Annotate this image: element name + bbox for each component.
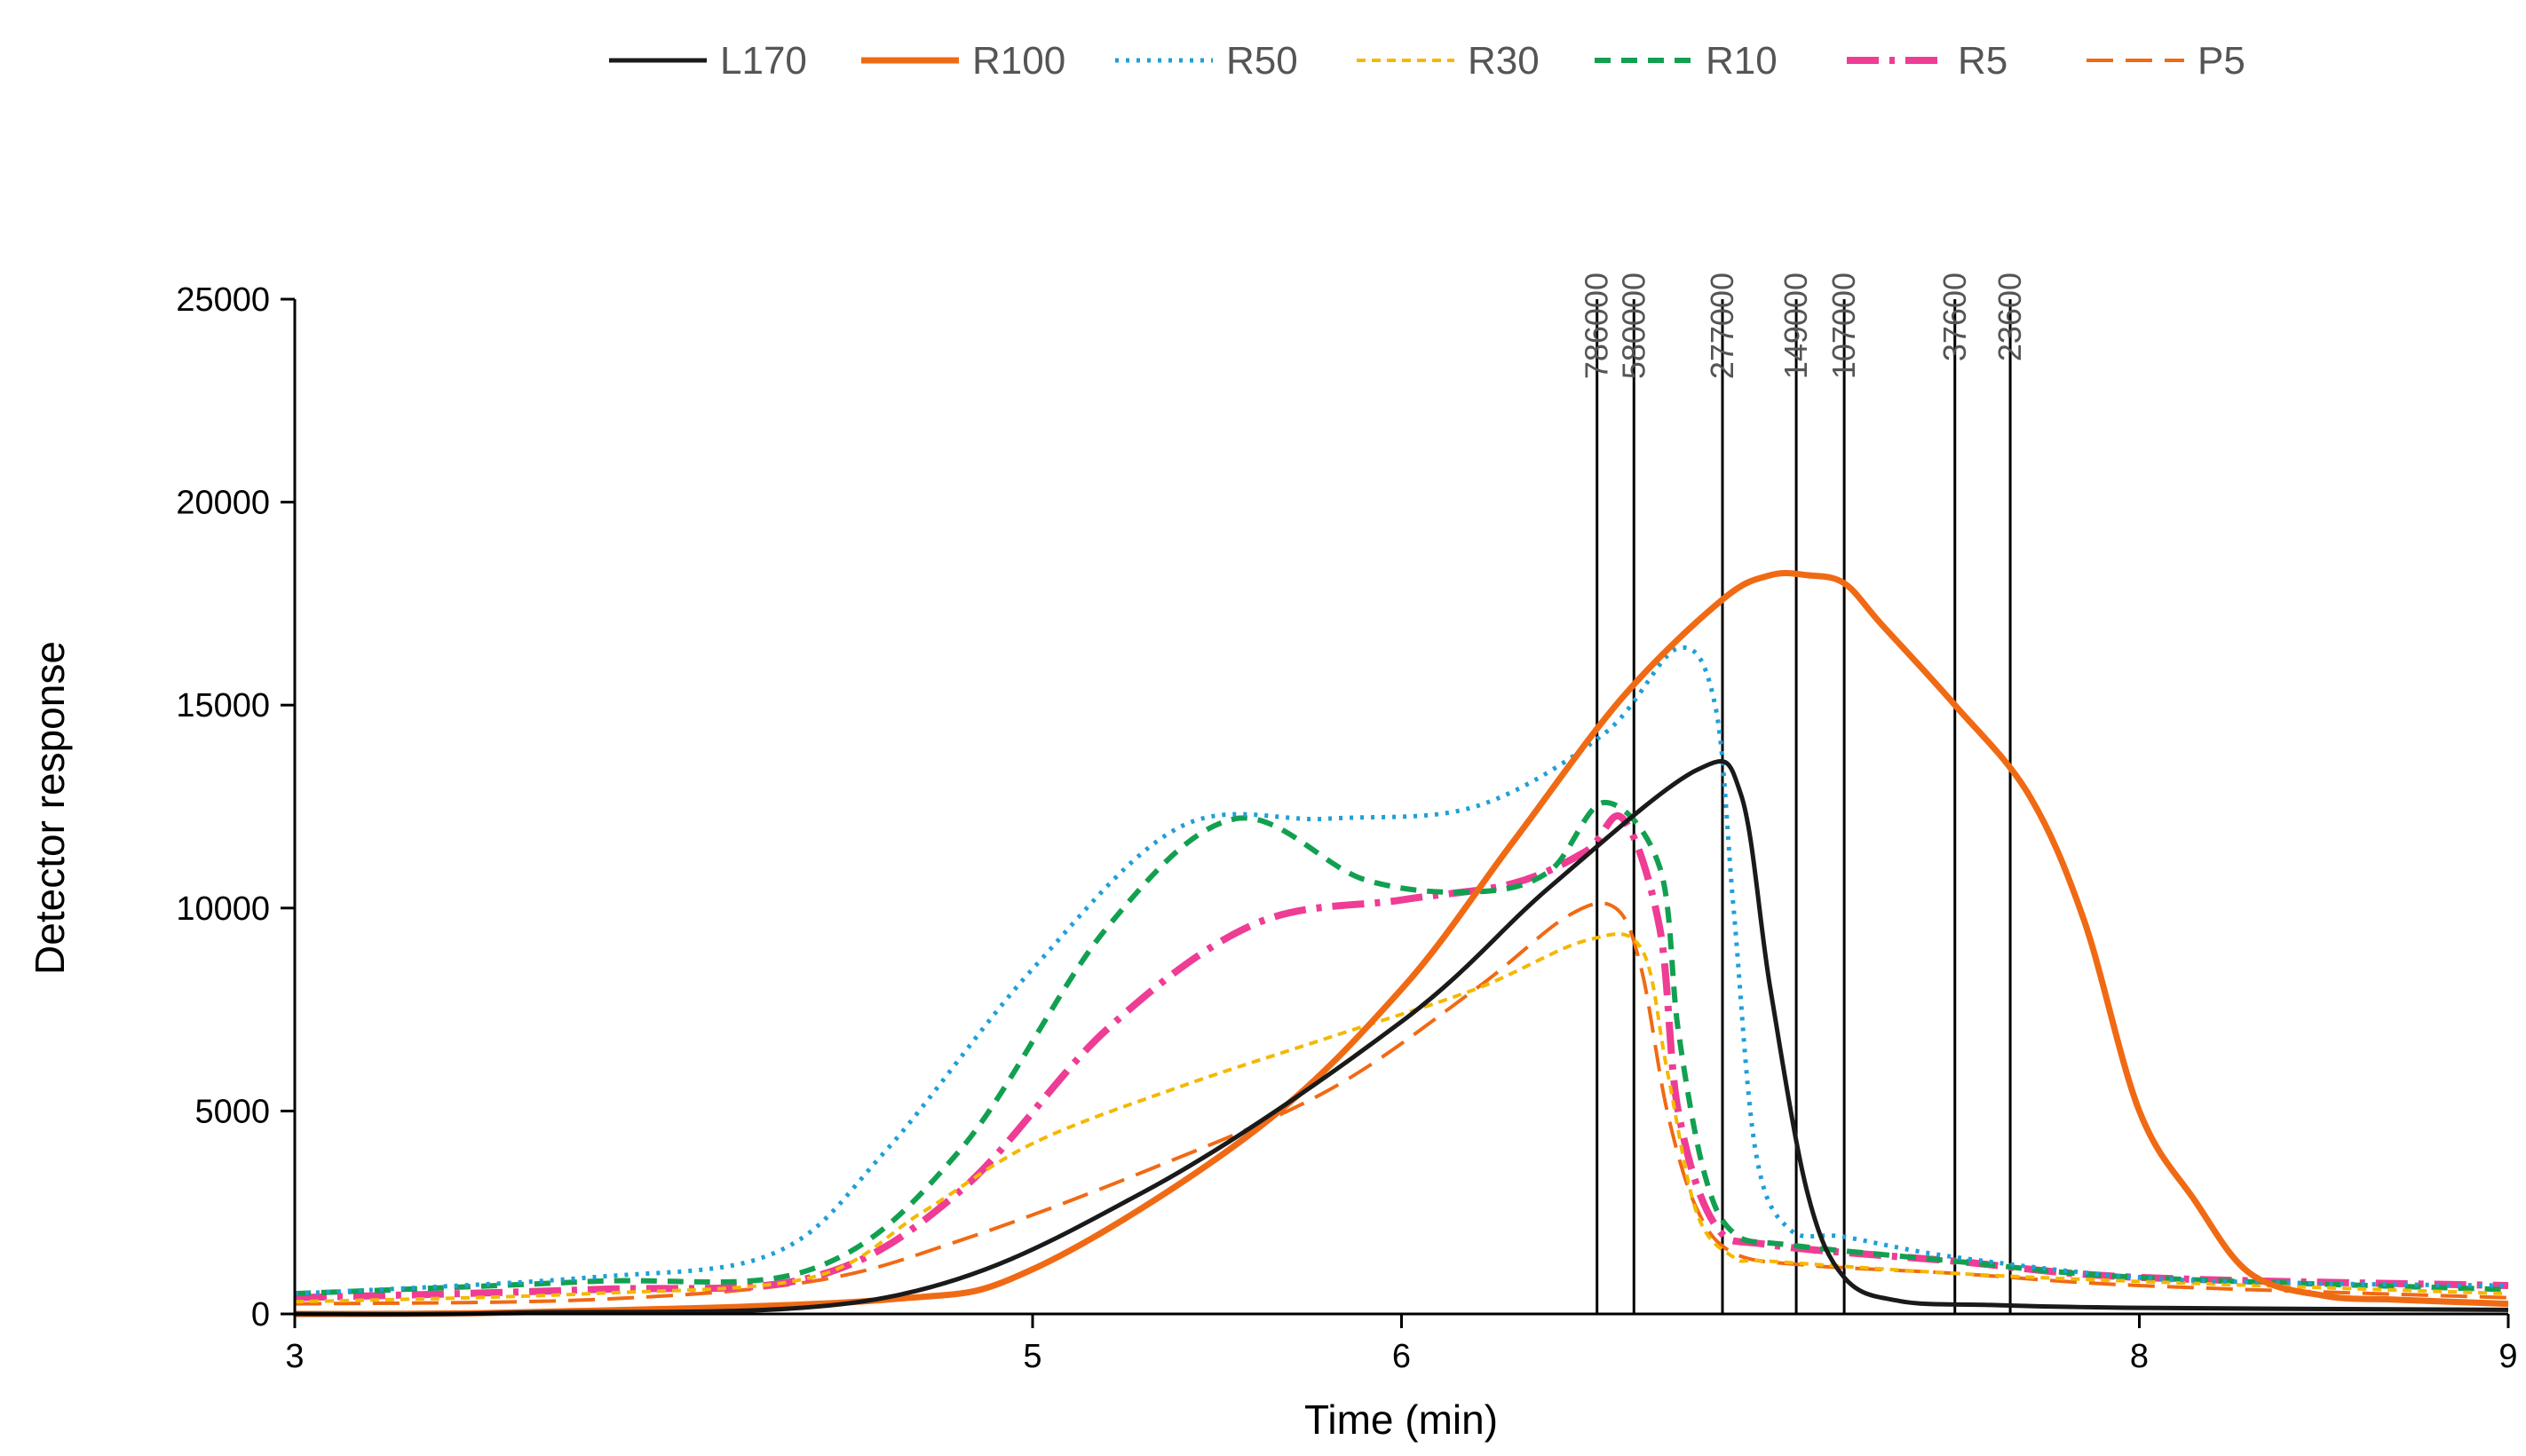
mw-marker-label: 23600 [1992, 273, 2028, 361]
legend: L170 R100 R50 R30 R10 R5 P5 [609, 39, 2245, 83]
mw-marker-label: 37600 [1936, 273, 1973, 361]
legend-label-r30: R30 [1468, 39, 1540, 83]
legend-label-r50: R50 [1226, 39, 1298, 83]
series-line-l170 [294, 759, 2509, 1317]
axes [293, 299, 2508, 1316]
mw-marker-label: 277000 [1704, 273, 1740, 379]
mw-marker-label: 107000 [1825, 273, 1862, 379]
x-tick-label: 6 [1392, 1338, 1411, 1375]
y-tick-label: 10000 [176, 890, 270, 928]
x-tick-label: 9 [2498, 1338, 2517, 1375]
y-tick-label: 20000 [176, 485, 270, 522]
y-tick-label: 5000 [194, 1093, 270, 1130]
y-tick-label: 0 [251, 1296, 270, 1333]
y-axis-title: Detector response [27, 641, 73, 975]
x-tick-label: 8 [2130, 1338, 2149, 1375]
mw-marker-label: 149000 [1778, 273, 1814, 379]
legend-label-r5: R5 [1958, 39, 2007, 83]
series-line-p5 [294, 901, 2509, 1306]
x-tick-label: 3 [285, 1338, 304, 1375]
legend-label-r100: R100 [972, 39, 1065, 83]
legend-label-r10: R10 [1706, 39, 1778, 83]
legend-label-p5: P5 [2197, 39, 2245, 83]
x-axis-title: Time (min) [1304, 1397, 1498, 1443]
series-line-r100 [294, 569, 2509, 1318]
molecular-weight-markers: 786000 580000 277000 149000 107000 37600 23600 [1579, 273, 2028, 1314]
mw-marker-label: 786000 [1579, 273, 1615, 379]
mw-marker-label: 580000 [1615, 273, 1651, 379]
series-line-r50 [294, 645, 2509, 1296]
legend-label-l170: L170 [720, 39, 807, 83]
y-tick-label: 25000 [176, 281, 270, 319]
ticks: 0 5000 10000 15000 20000 25000 3 5 6 8 9 [176, 281, 2517, 1375]
series-line-r10 [294, 799, 2509, 1297]
x-tick-label: 5 [1023, 1338, 1041, 1375]
y-tick-label: 15000 [176, 687, 270, 724]
series-group [294, 569, 2509, 1318]
